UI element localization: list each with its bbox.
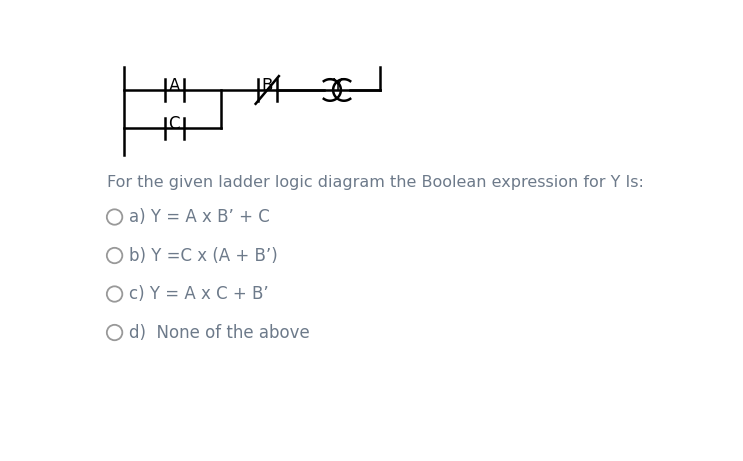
Text: Y: Y xyxy=(332,77,342,95)
Text: C: C xyxy=(169,115,180,133)
Text: b) Y =C x (A + B’): b) Y =C x (A + B’) xyxy=(129,247,277,265)
Text: a) Y = A x B’ + C: a) Y = A x B’ + C xyxy=(129,208,269,226)
Text: B: B xyxy=(262,77,273,95)
Text: c) Y = A x C + B’: c) Y = A x C + B’ xyxy=(129,285,268,303)
Text: d)  None of the above: d) None of the above xyxy=(129,324,309,342)
Text: A: A xyxy=(169,77,180,95)
Text: For the given ladder logic diagram the Boolean expression for Y Is:: For the given ladder logic diagram the B… xyxy=(107,175,643,189)
